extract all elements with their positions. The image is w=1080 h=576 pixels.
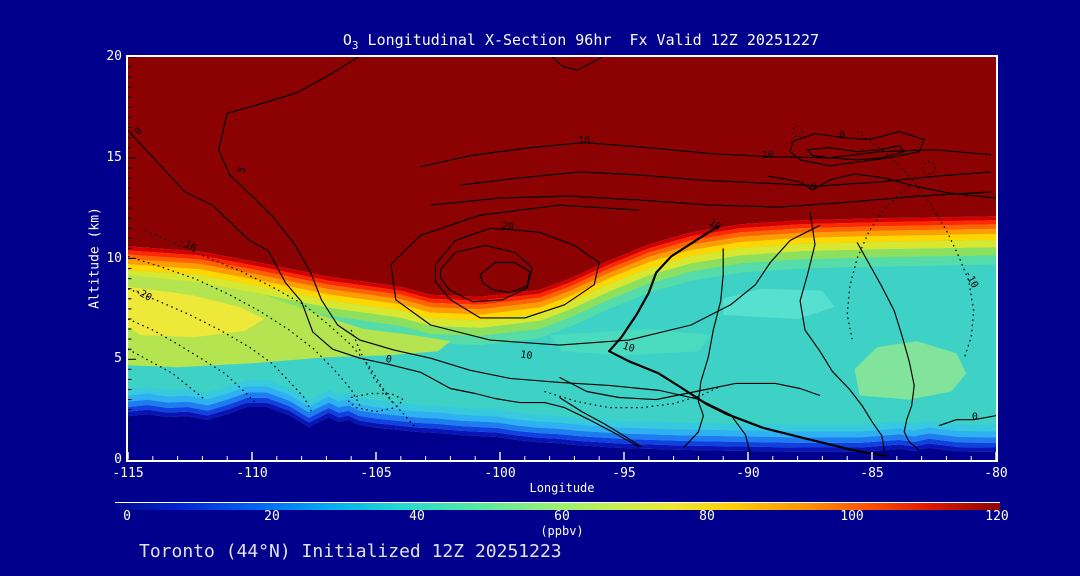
x-tick-label: -80 [984, 466, 1008, 481]
colorbar-tick-label: 60 [554, 509, 570, 524]
contour-label: 10 [621, 341, 636, 355]
contour-line-solid [938, 415, 996, 427]
lowlevel-yellow-core-west [128, 286, 265, 338]
green-patch-east [854, 341, 967, 400]
y-tick-label: 0 [114, 452, 122, 467]
y-tick-label: 5 [114, 351, 122, 367]
contour-label: 10 [520, 349, 533, 362]
contour-label: 0 [839, 130, 845, 141]
contour-label: 0 [133, 126, 145, 138]
plot-area: 0 5 -10 -20 10 10 20 0 0 10 -10 0 10 10 0 [126, 55, 998, 462]
contour-line-solid [390, 204, 821, 346]
contour-circle-dotted [922, 161, 936, 175]
chart-title-prefix: O [342, 31, 352, 49]
colorbar-tick-label: 40 [409, 509, 425, 524]
surface-band [128, 386, 996, 438]
contour-line-dotted [128, 255, 362, 408]
contour-line-solid [559, 376, 821, 401]
x-tick-label: -95 [612, 466, 636, 481]
contour-line-solid [460, 171, 992, 187]
tropopause-band [128, 228, 996, 315]
chart-title: O3 Longitudinal X-Section 96hr Fx Valid … [147, 31, 1015, 52]
terrain-silhouette [128, 407, 996, 460]
contour-circle-dotted [792, 126, 804, 138]
contour-line-dotted [856, 131, 975, 360]
colorbar-tick-label: 80 [699, 509, 715, 524]
contour-line-solid [439, 244, 533, 303]
contour-line-solid [789, 131, 925, 167]
contour-label: 0 [809, 182, 817, 194]
x-axis-title: Longitude [529, 481, 595, 495]
contour-line-dotted [348, 392, 404, 413]
x-tick-label: -85 [860, 466, 884, 481]
footer-text: Toronto (44°N) Initialized 12Z 20251223 [139, 541, 562, 562]
contour-line-solid [856, 242, 920, 451]
contour-label: 10 [707, 217, 723, 233]
contour-line-solid [799, 212, 885, 452]
surface-band [128, 402, 996, 452]
contour-line-solid [479, 261, 531, 294]
lowlevel-yellowgreen-west [128, 274, 451, 368]
colorbar-tick-label: 120 [985, 509, 1009, 524]
contour-line-solid [608, 225, 888, 458]
contour-line-dotted [128, 348, 206, 401]
x-tick-label: -115 [112, 466, 144, 481]
chart-title-rest: Longitudinal X-Section 96hr Fx Valid 12Z… [358, 31, 820, 49]
colorbar-tick-label: 0 [123, 509, 131, 524]
surface-band [128, 379, 996, 432]
contour-line-dotted [350, 329, 417, 429]
contour-label: 10 [578, 136, 590, 147]
light-cyan-patch-midright [723, 288, 835, 319]
x-tick-label: -105 [360, 466, 392, 481]
contour-line-dotted [145, 229, 394, 404]
chart-title-subscript: 3 [351, 39, 359, 52]
contour-label: 5 [236, 165, 248, 174]
green-tint-patch-center [549, 329, 711, 356]
contour-line-solid [767, 173, 996, 199]
tropopause-band [128, 233, 996, 321]
y-tick-label: 15 [106, 149, 122, 165]
colorbar-gradient [115, 502, 1000, 510]
x-tick-label: -100 [484, 466, 516, 481]
y-tick-label: 20 [106, 49, 122, 64]
contour-line-solid [683, 248, 724, 449]
contour-line-solid [434, 227, 600, 319]
stratosphere-fill [128, 57, 996, 297]
contour-label: 10 [762, 150, 774, 161]
contour-line-solid [217, 57, 752, 456]
contour-line-solid [420, 142, 992, 168]
tropopause-band [128, 224, 996, 310]
contour-label: 0 [972, 412, 978, 423]
colorbar-unit-label: (ppbv) [540, 524, 584, 538]
x-tick-label: -110 [236, 466, 268, 481]
surface-band [128, 392, 996, 443]
contour-line-solid [430, 191, 992, 208]
colorbar-tick-label: 20 [264, 509, 280, 524]
tropopause-band [128, 216, 996, 301]
tropopause-band [128, 255, 996, 346]
contour-line-solid [806, 145, 905, 161]
tropopause-band [128, 220, 996, 305]
contour-line-solid [551, 57, 602, 71]
x-tick-label: -90 [736, 466, 760, 481]
contour-line-dotted [128, 318, 255, 403]
tropopause-band [128, 247, 996, 337]
contour-line-solid [559, 397, 642, 448]
tropopause-band [128, 240, 996, 328]
contour-label: 20 [501, 221, 514, 234]
contour-label: 0 [385, 354, 393, 366]
colorbar-tick-label: 100 [840, 509, 864, 524]
contour-line-solid [128, 130, 640, 448]
contour-line-dotted [544, 386, 719, 409]
y-tick-label: 10 [106, 250, 122, 266]
